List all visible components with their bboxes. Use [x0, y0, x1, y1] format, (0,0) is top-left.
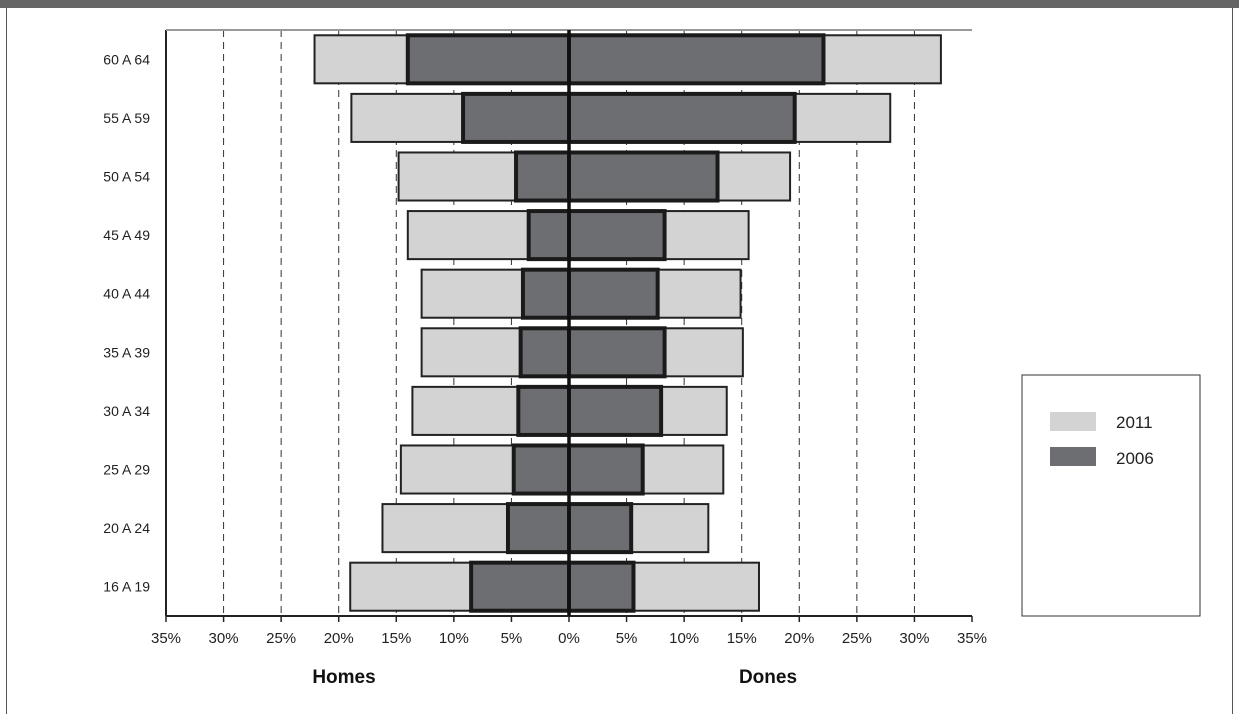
- bar-2006-dones-7: [567, 150, 720, 203]
- bar-2006-homes-7: [514, 150, 572, 203]
- x-tick-label-7: 0%: [558, 630, 580, 647]
- category-label-7: 50 A 54: [103, 169, 150, 185]
- bar-2006-homes-1: [505, 502, 571, 555]
- legend: 2011 2006: [1021, 374, 1201, 617]
- x-tick-label-13: 30%: [899, 630, 929, 647]
- category-label-9: 60 A 64: [103, 51, 150, 67]
- x-tick-label-11: 20%: [784, 630, 814, 647]
- category-label-5: 40 A 44: [103, 286, 150, 302]
- x-tick-label-8: 5%: [616, 630, 638, 647]
- x-tick-label-2: 25%: [266, 630, 296, 647]
- legend-box: [1021, 374, 1201, 617]
- bars: [313, 33, 942, 613]
- bar-2006-homes-4: [518, 326, 572, 379]
- category-label-1: 20 A 24: [103, 520, 150, 536]
- x-tick-label-5: 10%: [439, 630, 469, 647]
- legend-label-2011: 2011: [1116, 413, 1153, 432]
- category-label-8: 55 A 59: [103, 110, 150, 126]
- left-axis-title: Homes: [312, 667, 375, 688]
- bar-2006-homes-3: [516, 384, 572, 437]
- x-tick-label-4: 15%: [381, 630, 411, 647]
- x-tick-label-9: 10%: [669, 630, 699, 647]
- category-label-3: 30 A 34: [103, 403, 150, 419]
- bar-2006-dones-3: [567, 384, 664, 437]
- bar-2006-dones-4: [567, 326, 667, 379]
- x-tick-label-0: 35%: [151, 630, 181, 647]
- bar-2006-dones-1: [567, 502, 634, 555]
- top-band: [0, 0, 1239, 8]
- x-tick-label-10: 15%: [727, 630, 757, 647]
- bar-2006-dones-2: [567, 443, 645, 496]
- bar-2006-homes-5: [520, 267, 572, 320]
- legend-swatch-2011: [1050, 412, 1096, 431]
- bar-2006-homes-2: [511, 443, 572, 496]
- bar-2006-dones-9: [567, 33, 826, 86]
- x-tick-labels: 35% 30% 25% 20% 15% 10% 5% 0% 5% 10% 15% 20% 25% 30% 3…: [151, 630, 987, 647]
- x-tick-label-14: 35%: [957, 630, 987, 647]
- legend-swatch-2006: [1050, 447, 1096, 466]
- x-tick-label-1: 30%: [209, 630, 239, 647]
- figure-frame: [6, 8, 1233, 714]
- category-label-0: 16 A 19: [103, 579, 150, 595]
- category-label-4: 35 A 39: [103, 344, 150, 360]
- bar-2006-homes-6: [526, 209, 572, 262]
- bar-2006-dones-0: [567, 560, 636, 613]
- right-axis-title: Dones: [739, 667, 797, 688]
- bar-2006-homes-8: [461, 91, 571, 144]
- bar-2006-dones-8: [567, 91, 797, 144]
- category-label-2: 25 A 29: [103, 462, 150, 478]
- x-tick-label-12: 25%: [842, 630, 872, 647]
- bar-2006-dones-5: [567, 267, 660, 320]
- category-labels: 16 A 19 20 A 24 25 A 29 30 A 34 35 A 39 40 A …: [103, 51, 150, 594]
- bar-2006-dones-6: [567, 209, 667, 262]
- bar-2006-homes-0: [469, 560, 571, 613]
- axes: [165, 29, 973, 622]
- x-tick-label-3: 20%: [324, 630, 354, 647]
- x-tick-label-6: 5%: [501, 630, 523, 647]
- legend-label-2006: 2006: [1116, 449, 1154, 468]
- bar-2006-homes-9: [405, 33, 571, 86]
- category-label-6: 45 A 49: [103, 227, 150, 243]
